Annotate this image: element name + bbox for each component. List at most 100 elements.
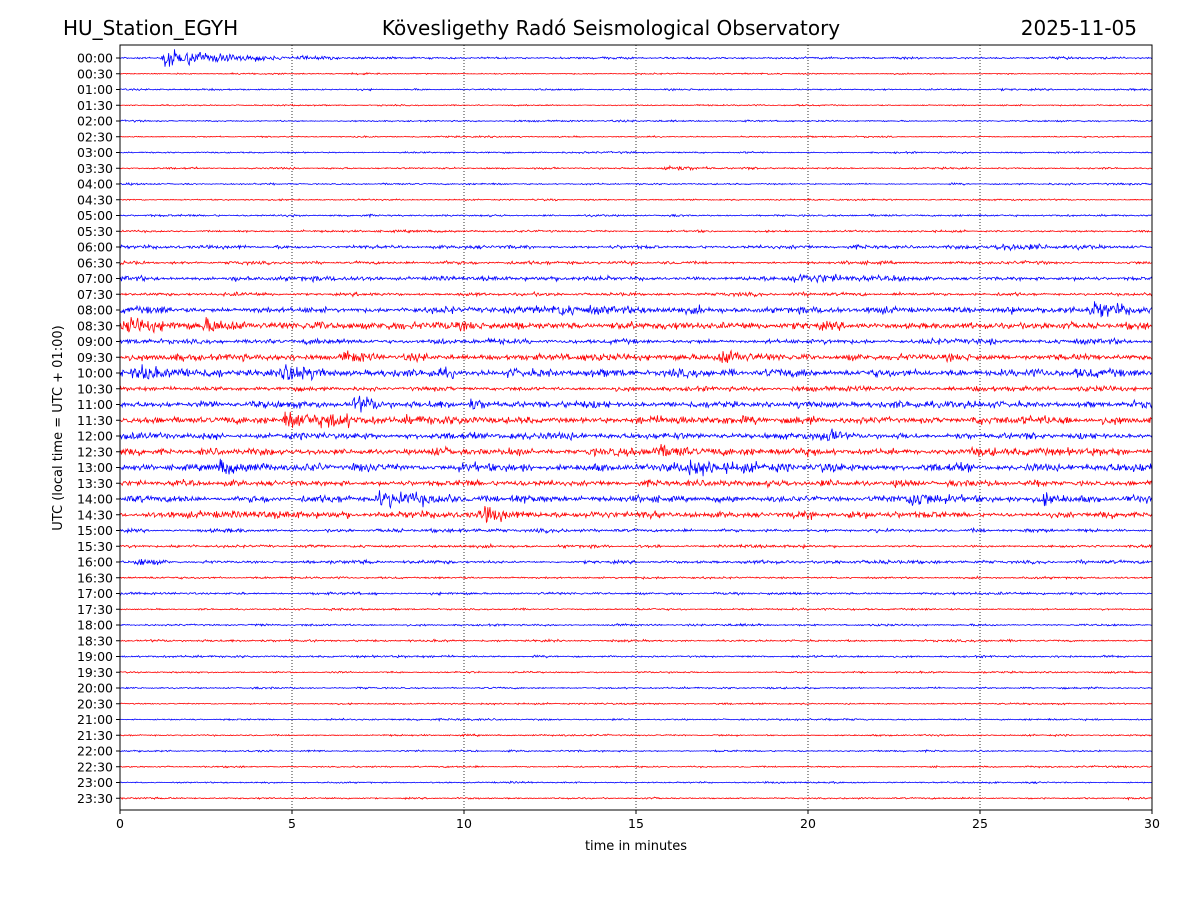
y-tick-label: 00:00	[77, 51, 113, 66]
trace-1200	[119, 428, 1153, 442]
y-tick-label: 07:00	[77, 271, 113, 286]
trace-1300	[119, 458, 1153, 477]
traces	[119, 49, 1153, 801]
trace-1800	[119, 622, 1153, 628]
y-tick-label: 04:30	[77, 192, 113, 207]
trace-1230	[119, 444, 1153, 458]
x-tick-label: 15	[628, 816, 644, 831]
y-tick-label: 21:00	[77, 712, 113, 727]
y-tick-label: 17:00	[77, 586, 113, 601]
y-tick-label: 01:00	[77, 82, 113, 97]
trace-1830	[119, 638, 1153, 643]
trace-1900	[119, 654, 1153, 659]
trace-0800	[119, 301, 1153, 318]
y-tick-label: 13:30	[77, 476, 113, 491]
y-tick-label: 15:30	[77, 539, 113, 554]
station-label: HU_Station_EGYH	[63, 16, 238, 40]
trace-1700	[119, 591, 1152, 597]
y-tick-label: 12:00	[77, 429, 113, 444]
date-label: 2025-11-05	[1021, 16, 1137, 40]
trace-1730	[119, 607, 1153, 612]
y-tick-label: 06:00	[77, 240, 113, 255]
trace-0730	[119, 290, 1153, 298]
y-tick-label: 14:30	[77, 507, 113, 522]
trace-0600	[119, 243, 1153, 252]
plot-frame	[119, 44, 1153, 811]
y-tick-label: 09:00	[77, 334, 113, 349]
y-tick-label: 02:00	[77, 114, 113, 129]
trace-0130	[119, 103, 1152, 107]
trace-0500	[119, 213, 1153, 219]
x-axis-ticks: 0 5 10 15 20 25 30	[116, 810, 1160, 831]
y-tick-label: 14:00	[77, 492, 113, 507]
trace-2330	[119, 796, 1153, 801]
y-tick-label: 19:30	[77, 665, 113, 680]
y-tick-label: 06:30	[77, 255, 113, 270]
trace-0330	[119, 164, 1152, 172]
y-tick-label: 23:00	[77, 775, 113, 790]
trace-2000	[119, 686, 1153, 690]
trace-2130	[119, 733, 1153, 738]
trace-2300	[119, 780, 1153, 785]
trace-1130	[120, 411, 1153, 429]
trace-0430	[119, 198, 1153, 202]
trace-1600	[120, 558, 1153, 566]
trace-1400	[119, 490, 1153, 510]
chart-title: Kövesligethy Radó Seismological Observat…	[382, 16, 840, 40]
x-tick-label: 30	[1144, 816, 1160, 831]
x-tick-label: 25	[972, 816, 988, 831]
y-axis-label: UTC (local time = UTC + 01:00)	[51, 325, 66, 530]
trace-0700	[119, 273, 1153, 284]
y-tick-label: 01:30	[77, 98, 113, 113]
trace-0000	[119, 49, 1153, 67]
y-axis-ticks: 00:0000:3001:0001:3002:0002:3003:0003:30…	[77, 51, 120, 806]
y-tick-label: 12:30	[77, 444, 113, 459]
y-tick-label: 21:30	[77, 728, 113, 743]
y-tick-label: 20:00	[77, 681, 113, 696]
y-tick-label: 02:30	[77, 129, 113, 144]
trace-1100	[119, 395, 1153, 413]
y-tick-label: 05:00	[77, 208, 113, 223]
y-tick-label: 07:30	[77, 287, 113, 302]
y-tick-label: 08:30	[77, 318, 113, 333]
trace-0230	[119, 135, 1153, 139]
x-tick-label: 0	[116, 816, 124, 831]
trace-1000	[119, 364, 1153, 382]
trace-1530	[119, 542, 1153, 550]
y-tick-label: 18:00	[77, 618, 113, 633]
x-tick-label: 5	[288, 816, 296, 831]
y-tick-label: 13:00	[77, 460, 113, 475]
trace-0630	[119, 259, 1152, 267]
trace-1500	[119, 527, 1153, 535]
y-tick-label: 23:30	[77, 791, 113, 806]
x-tick-label: 10	[456, 816, 472, 831]
trace-2100	[119, 717, 1152, 722]
trace-0030	[119, 71, 1153, 76]
y-tick-label: 19:00	[77, 649, 113, 664]
y-tick-label: 10:00	[77, 366, 113, 381]
trace-1330	[119, 478, 1153, 489]
trace-0300	[119, 150, 1153, 155]
y-tick-label: 20:30	[77, 696, 113, 711]
trace-0930	[119, 349, 1153, 364]
trace-1930	[119, 670, 1153, 675]
y-tick-label: 16:00	[77, 555, 113, 570]
trace-0100	[119, 87, 1153, 92]
y-tick-label: 17:30	[77, 602, 113, 617]
x-axis-label: time in minutes	[585, 839, 687, 854]
trace-1430	[119, 506, 1153, 524]
y-tick-label: 03:30	[77, 161, 113, 176]
trace-2230	[119, 764, 1153, 769]
trace-0900	[119, 336, 1153, 346]
y-tick-label: 03:00	[77, 145, 113, 160]
y-tick-label: 16:30	[77, 570, 113, 585]
y-tick-label: 22:00	[77, 744, 113, 759]
y-tick-label: 11:30	[77, 413, 113, 428]
trace-2200	[119, 749, 1152, 754]
y-tick-label: 11:00	[77, 397, 113, 412]
y-tick-label: 22:30	[77, 759, 113, 774]
y-tick-label: 15:00	[77, 523, 113, 538]
trace-2030	[119, 702, 1152, 706]
y-tick-label: 18:30	[77, 633, 113, 648]
